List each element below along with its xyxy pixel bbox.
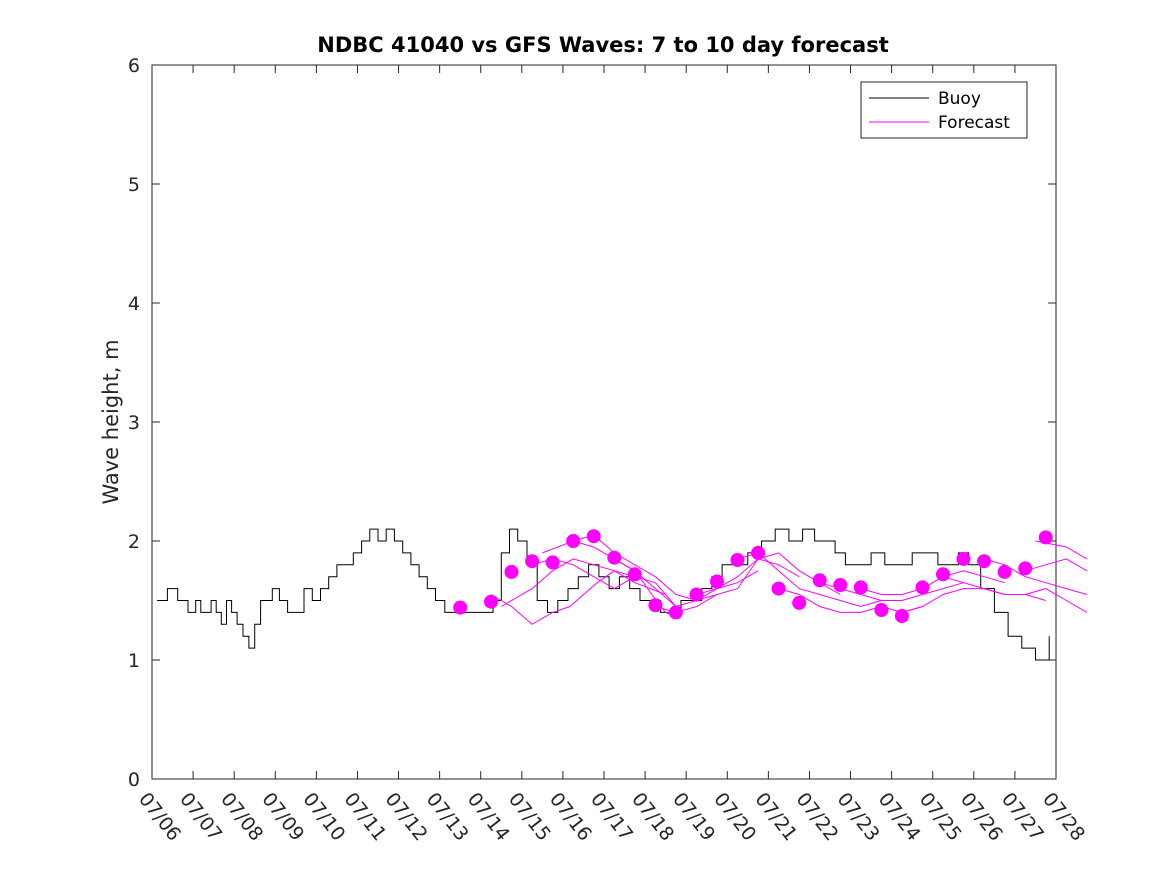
y-axis-label: Wave height, m	[99, 339, 123, 504]
forecast-run-line	[501, 558, 666, 607]
forecast-markers	[453, 529, 1053, 623]
forecast-marker	[730, 553, 745, 567]
forecast-marker	[853, 580, 868, 595]
legend-forecast-label: Forecast	[938, 113, 1010, 133]
legend-buoy-label: Buoy	[938, 89, 981, 109]
y-tick-label: 5	[128, 174, 140, 196]
forecast-marker	[771, 581, 786, 596]
forecast-run-line	[942, 576, 1088, 613]
x-tick-label: 07/07	[175, 789, 226, 846]
plot-area	[151, 64, 1057, 780]
forecast-marker	[833, 578, 848, 592]
forecast-marker	[484, 594, 498, 609]
forecast-marker	[545, 555, 560, 570]
x-tick-label: 07/18	[627, 789, 678, 846]
forecast-marker	[977, 554, 992, 569]
x-tick-label: 07/06	[134, 789, 185, 846]
buoy-series	[157, 528, 1050, 661]
legend-box	[860, 81, 1028, 139]
forecast-run-line	[860, 570, 1005, 595]
x-tick-label: 07/20	[709, 789, 760, 846]
forecast-marker	[792, 595, 807, 610]
forecast-marker	[997, 564, 1012, 579]
forecast-marker	[504, 564, 519, 579]
y-tick-label: 3	[128, 412, 140, 434]
forecast-marker	[453, 600, 468, 615]
x-tick-label: 07/23	[833, 789, 884, 846]
x-tick-label: 07/15	[504, 789, 555, 846]
forecast-marker	[812, 573, 827, 588]
x-tick-label: 07/26	[956, 789, 1007, 846]
forecast-marker	[874, 603, 889, 617]
forecast-marker	[1038, 530, 1053, 545]
forecast-marker	[668, 605, 683, 620]
forecast-marker	[689, 587, 704, 602]
y-tick-label: 0	[128, 769, 140, 791]
forecast-marker	[648, 598, 663, 613]
x-tick-label: 07/22	[792, 789, 843, 846]
y-tick-label: 2	[128, 531, 140, 553]
forecast-marker	[586, 529, 601, 544]
x-tick-label: 07/28	[1038, 789, 1089, 846]
x-tick-label: 07/24	[874, 789, 925, 846]
forecast-marker	[607, 550, 622, 565]
forecast-run-line	[983, 558, 1087, 595]
y-tick-label: 4	[128, 293, 140, 315]
x-tick-label: 07/09	[257, 789, 308, 846]
x-tick-label: 07/21	[750, 789, 801, 846]
forecast-run-line	[1025, 558, 1088, 572]
forecast-marker	[710, 574, 724, 589]
x-tick-label: 07/13	[422, 789, 473, 846]
forecast-marker	[751, 545, 766, 560]
forecast-marker	[894, 609, 909, 623]
x-tick-label: 07/19	[668, 789, 719, 846]
x-tick-label: 07/12	[381, 789, 432, 846]
x-tick-label: 07/25	[915, 789, 966, 846]
x-tick-label: 07/16	[545, 789, 596, 846]
y-tick-label: 6	[128, 55, 140, 77]
buoy-line	[157, 528, 1050, 661]
chart-title: NDBC 41040 vs GFS Waves: 7 to 10 day for…	[317, 33, 888, 57]
x-tick-label: 07/14	[463, 789, 514, 846]
forecast-marker	[1018, 561, 1033, 576]
forecast-marker	[936, 567, 950, 582]
forecast-run-line	[490, 570, 635, 625]
forecast-marker	[627, 567, 642, 582]
x-tick-label: 07/27	[997, 789, 1048, 846]
y-tick-label: 1	[128, 650, 140, 672]
forecast-marker	[956, 551, 971, 566]
forecast-marker	[915, 580, 930, 595]
x-tick-label: 07/11	[340, 789, 391, 846]
forecast-marker	[566, 534, 581, 548]
x-tick-label: 07/10	[298, 789, 349, 846]
x-tick-label: 07/08	[216, 789, 267, 846]
legend: Buoy Forecast	[860, 81, 1028, 139]
forecast-marker	[525, 554, 540, 569]
y-axis: 0 1 2 3 4 5 6	[128, 55, 1056, 791]
x-tick-label: 07/17	[586, 789, 637, 846]
